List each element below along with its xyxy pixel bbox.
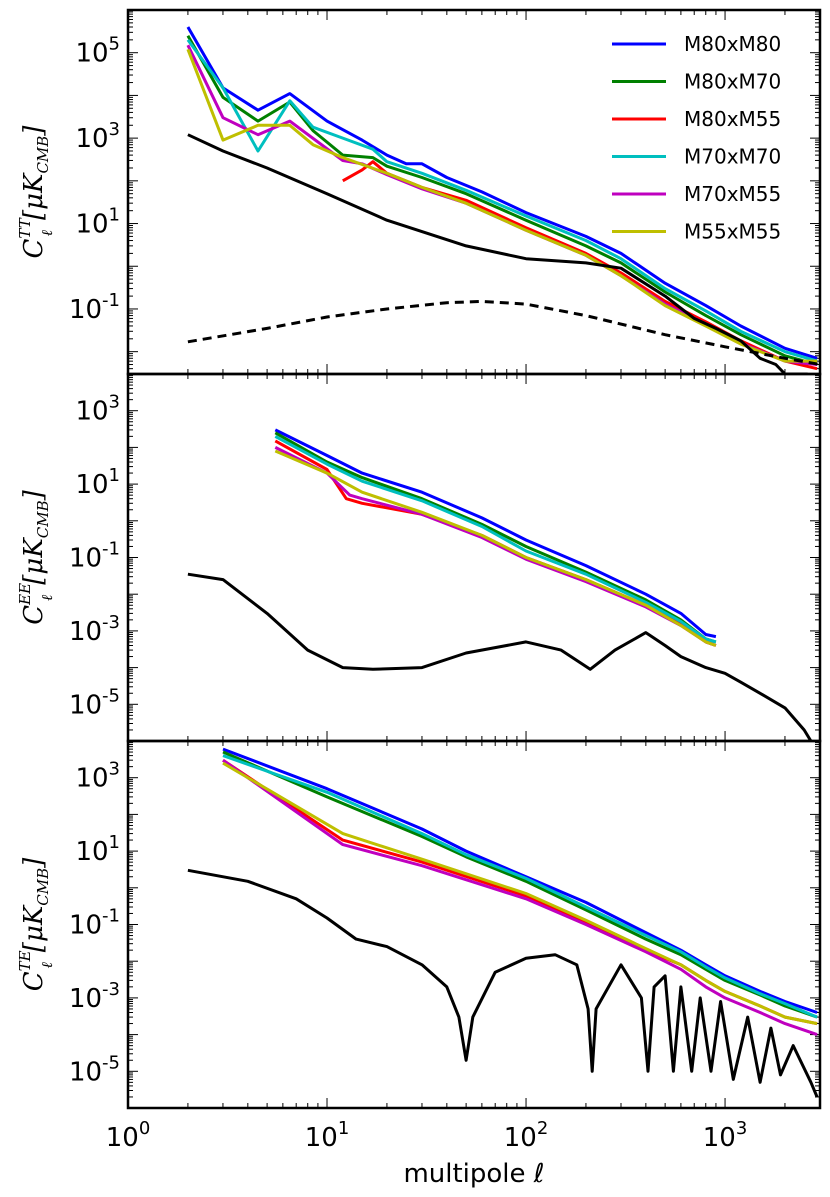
series-line-m55xm55 [274, 449, 717, 647]
series-line-m80xm70 [186, 34, 818, 366]
series-line-m55xm55 [186, 48, 818, 363]
y-tick-label: 10-1 [69, 290, 120, 325]
series-line-m80xm80 [186, 26, 818, 360]
y-tick-label: 101 [75, 205, 120, 240]
y-tick-label: 101 [75, 832, 120, 867]
series-line-m55xm55 [222, 761, 818, 1026]
legend-label: M70xM70 [684, 145, 781, 169]
panel-te: 10-5 10-3 10-1 101 103 CTE ℓ[μKCMB] [16, 739, 822, 1110]
series-line-theory-solid [187, 133, 808, 374]
legend-label: M80xM80 [684, 32, 781, 56]
y-tick-label: 10-3 [69, 979, 120, 1014]
series-line-theory-dashed [187, 299, 820, 366]
panel-frame [126, 739, 822, 1110]
y-axis-label: CTE ℓ[μKCMB] [16, 857, 56, 991]
y-axis-label: CEE ℓ[μKCMB] [16, 489, 56, 624]
y-tick-label: 103 [75, 119, 120, 154]
y-tick-label: 10-5 [69, 685, 120, 720]
legend-label: M80xM70 [684, 70, 781, 94]
y-axis-label: CTT ℓ[μKCMB] [16, 125, 56, 259]
panel-frame [126, 372, 822, 743]
series-line-m80xm80 [222, 747, 818, 1014]
legend-label: M80xM55 [684, 107, 781, 131]
y-tick-label: 10-3 [69, 612, 120, 647]
y-tick-label: 10-1 [69, 539, 120, 574]
panel-ee: 10-5 10-3 10-1 101 103 CEE ℓ[μKCMB] [16, 372, 822, 743]
series-line-m70xm70 [274, 435, 717, 644]
series-line-theory-solid [187, 868, 819, 1098]
y-tick-label: 103 [75, 392, 120, 427]
y-tick-label: 105 [75, 34, 120, 69]
x-tick-label: 100 [106, 1118, 151, 1153]
legend-label: M55xM55 [684, 220, 781, 244]
series-line-m80xm80 [274, 428, 717, 639]
series-line-m70xm55 [274, 446, 717, 647]
legend: M80xM80 M80xM70 M80xM55 M70xM70 M70xM55 M55xM… [612, 32, 781, 244]
series-group [187, 428, 813, 741]
y-tick-label: 103 [75, 759, 120, 794]
panel-tt: 10-1 101 103 105 CTT ℓ[μKCMB] [16, 8, 822, 376]
series-group [187, 747, 819, 1098]
series-line-m70xm55 [222, 758, 818, 1037]
series-line-theory-solid [187, 572, 813, 741]
legend-label: M70xM55 [684, 182, 781, 206]
x-tick-label: 101 [305, 1118, 350, 1153]
y-tick-label: 10-5 [69, 1052, 120, 1087]
series-line-m70xm70 [222, 754, 818, 1019]
y-tick-label: 101 [75, 465, 120, 500]
series-line-m70xm70 [186, 39, 818, 363]
series-group [186, 26, 820, 374]
x-tick-label: 102 [504, 1118, 549, 1153]
x-axis-label: multipole ℓ [403, 1159, 544, 1189]
y-tick-label: 10-1 [69, 906, 120, 941]
x-tick-label: 103 [703, 1118, 748, 1153]
